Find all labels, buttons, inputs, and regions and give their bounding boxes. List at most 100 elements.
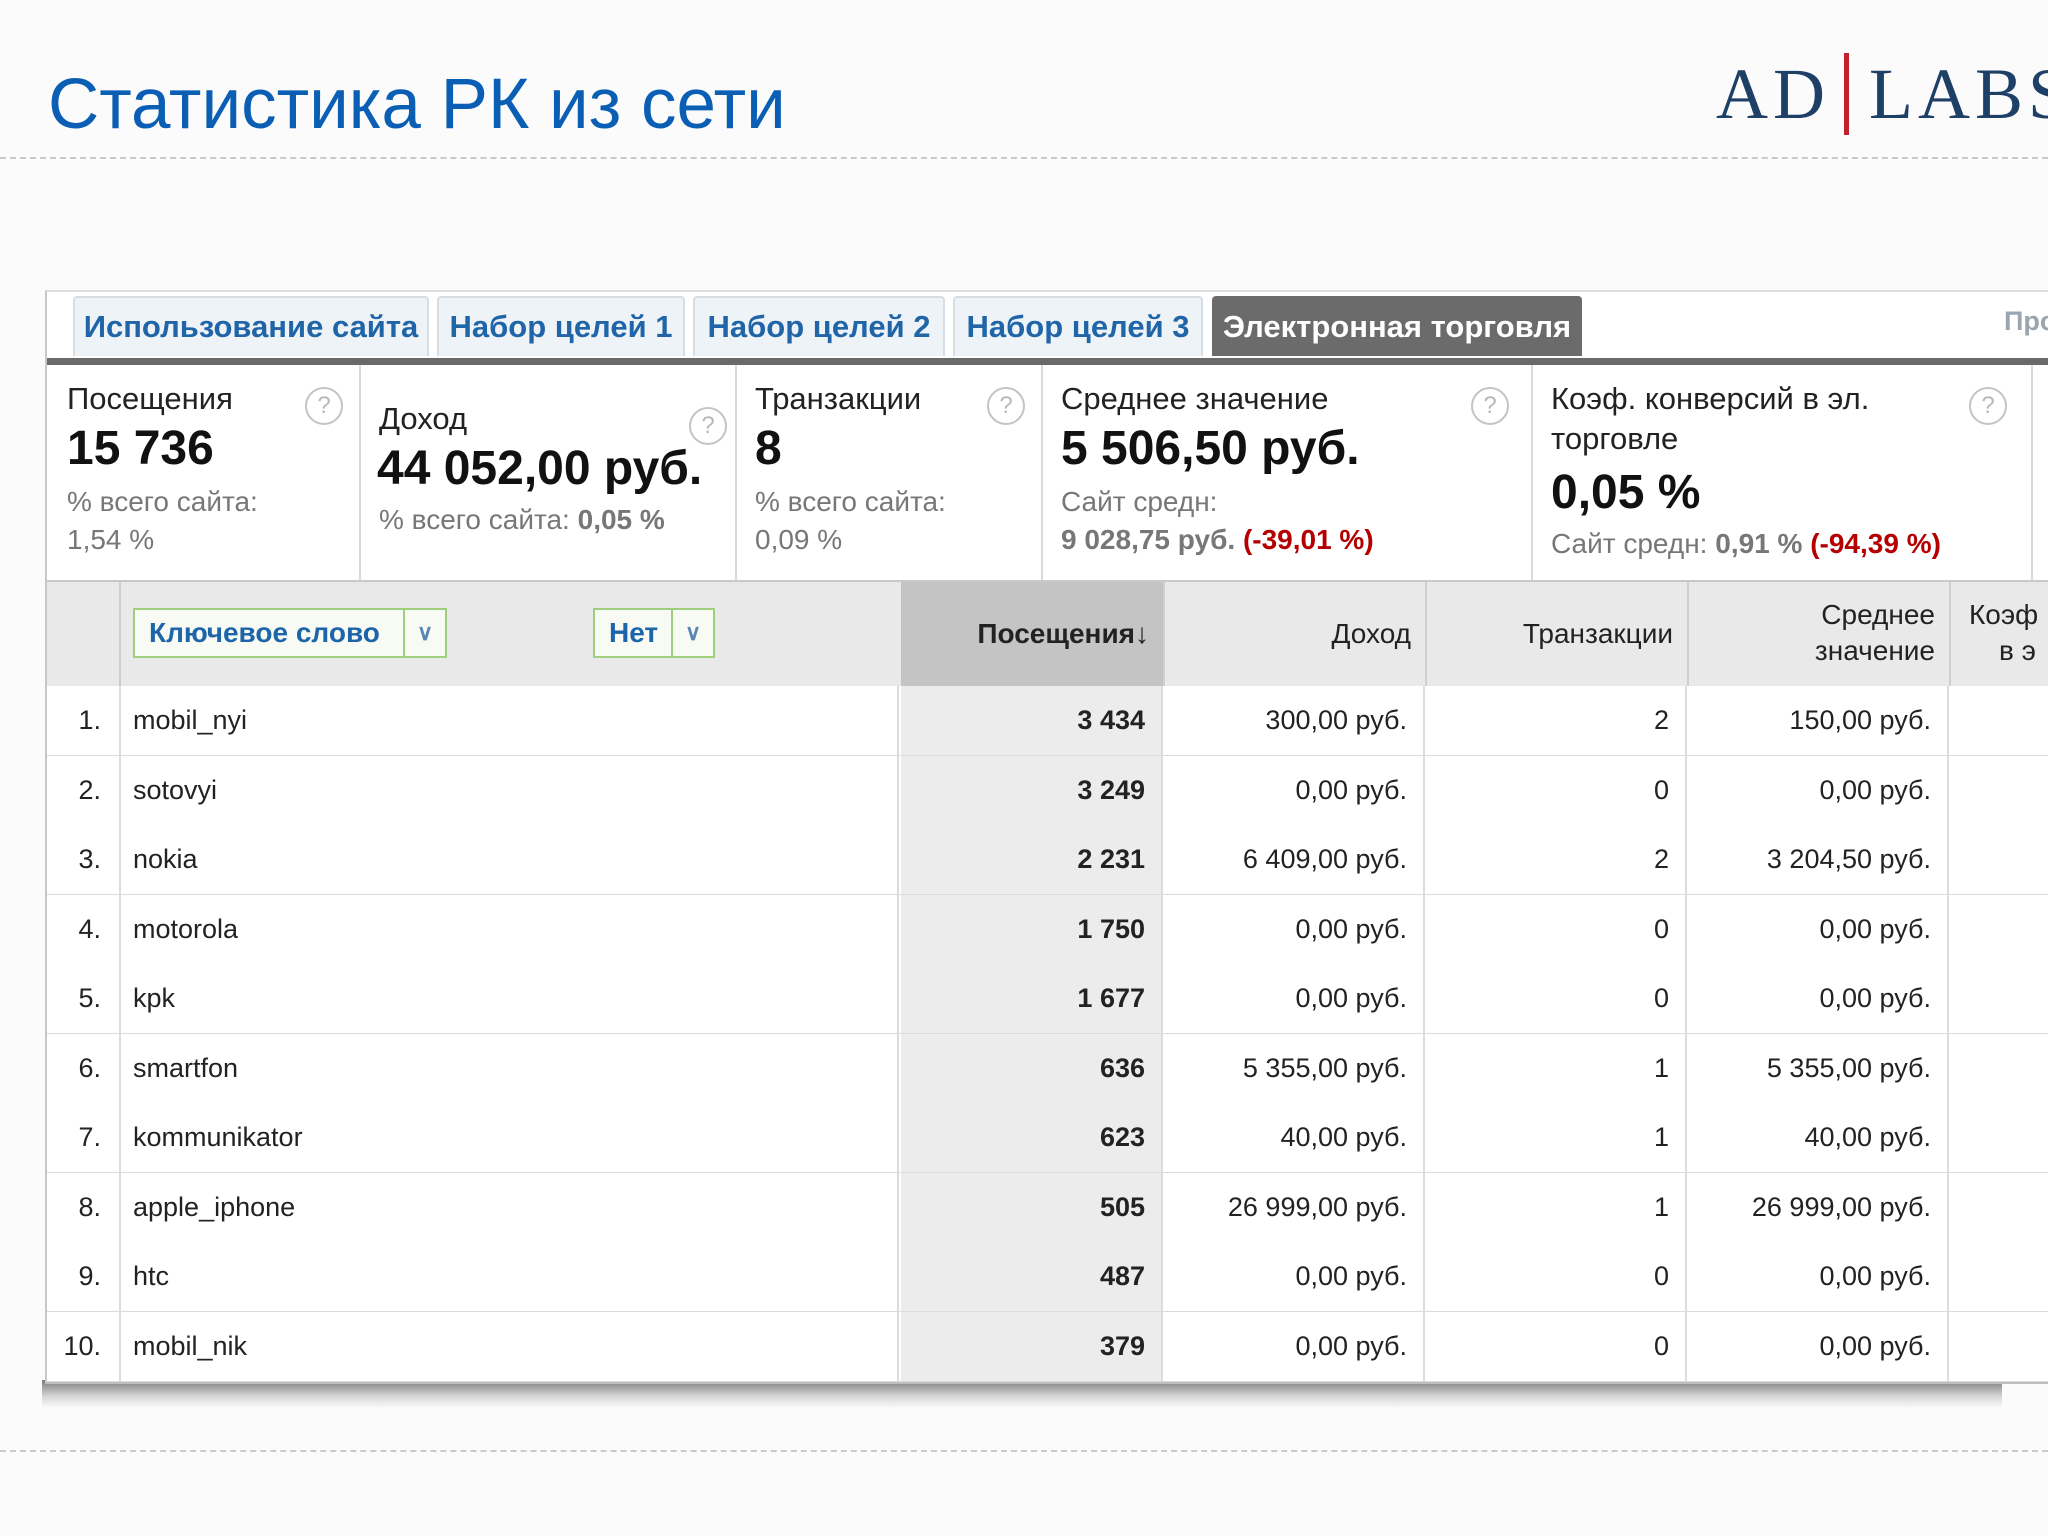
row-index: 5. <box>47 964 121 1033</box>
site-average-value: 9 028,75 руб. <box>1061 524 1236 555</box>
row-visits: 2 231 <box>901 825 1163 894</box>
header-average[interactable]: Среднее значение <box>1687 582 1951 686</box>
row-revenue: 40,00 руб. <box>1163 1103 1425 1172</box>
scorecard-sub-prefix: % всего сайта: <box>379 504 578 535</box>
row-average: 0,00 руб. <box>1687 1242 1949 1311</box>
table-row: 6. smartfon 636 5 355,00 руб. 1 5 355,00 руб. <box>47 1033 2048 1105</box>
scorecard-label: Транзакции <box>755 381 922 416</box>
tab-ecommerce[interactable]: Электронная торговля <box>1212 296 1582 356</box>
delta-negative: (-39,01 %) <box>1242 524 1374 555</box>
row-index: 2. <box>47 755 121 825</box>
scorecards: Посещения 15 736 % всего сайта: 1,54 % ?… <box>47 365 2048 582</box>
header-conversion-line1: Коэф <box>1969 599 2039 630</box>
secondary-dimension-select[interactable]: Нет ∨ <box>593 608 715 658</box>
table-row: 7. kommunikator 623 40,00 руб. 1 40,00 руб. <box>47 1103 2048 1174</box>
scorecard-value: 8 <box>755 422 782 475</box>
dimension-select-label: Ключевое слово <box>149 617 380 648</box>
tab-goal-set-3[interactable]: Набор целей 3 <box>953 296 1203 356</box>
bottom-divider <box>0 1450 2048 1452</box>
adlabs-logo: AD LABS <box>1716 53 2048 135</box>
row-revenue: 26 999,00 руб. <box>1163 1172 1425 1242</box>
header-transactions[interactable]: Транзакции <box>1425 582 1689 686</box>
row-revenue: 300,00 руб. <box>1163 686 1425 755</box>
slide-title: Статистика РК из сети <box>48 65 786 144</box>
dimension-select[interactable]: Ключевое слово ∨ <box>133 608 447 658</box>
scorecard-sub: % всего сайта: 0,05 % <box>379 501 665 539</box>
row-conversion <box>1949 1242 2048 1311</box>
header-visits-label: Посещения↓ <box>977 618 1149 649</box>
report-tabs: Использование сайта Набор целей 1 Набор … <box>47 292 2048 365</box>
logo-text-left: AD <box>1716 53 1830 134</box>
row-keyword[interactable]: kommunikator <box>119 1103 899 1172</box>
row-index: 6. <box>47 1033 121 1103</box>
row-keyword[interactable]: apple_iphone <box>119 1172 899 1242</box>
tab-goal-set-1[interactable]: Набор целей 1 <box>437 296 685 356</box>
row-transactions: 0 <box>1425 755 1687 825</box>
scorecard-transactions: Транзакции 8 % всего сайта: 0,09 % ? <box>735 365 1043 580</box>
help-icon[interactable]: ? <box>305 387 343 425</box>
chevron-down-icon: ∨ <box>671 610 713 656</box>
top-divider <box>0 157 2048 159</box>
row-average: 3 204,50 руб. <box>1687 825 1949 894</box>
header-revenue[interactable]: Доход <box>1163 582 1427 686</box>
header-revenue-label: Доход <box>1331 618 1411 649</box>
row-average: 40,00 руб. <box>1687 1103 1949 1172</box>
help-icon[interactable]: ? <box>1471 387 1509 425</box>
row-conversion <box>1949 1312 2048 1381</box>
help-icon[interactable]: ? <box>689 407 727 445</box>
scorecard-label-line2: торговле <box>1551 421 1679 456</box>
logo-divider <box>1844 53 1849 135</box>
scorecard-sub-value: 9 028,75 руб. (-39,01 %) <box>1061 521 1374 559</box>
help-icon[interactable]: ? <box>987 387 1025 425</box>
row-revenue: 5 355,00 руб. <box>1163 1033 1425 1103</box>
row-average: 0,00 руб. <box>1687 964 1949 1033</box>
row-keyword[interactable]: htc <box>119 1242 899 1311</box>
header-dimension: Ключевое слово ∨ Нет ∨ <box>119 582 903 686</box>
row-revenue: 0,00 руб. <box>1163 1311 1425 1381</box>
tab-more[interactable]: Про <box>2004 306 2048 336</box>
help-icon[interactable]: ? <box>1969 387 2007 425</box>
scorecard-label: Среднее значение <box>1061 381 1329 416</box>
scorecard-sub-value: 0,09 % <box>755 524 843 555</box>
row-revenue: 0,00 руб. <box>1163 894 1425 964</box>
table-row: 3. nokia 2 231 6 409,00 руб. 2 3 204,50 руб. <box>47 825 2048 896</box>
row-keyword[interactable]: nokia <box>119 825 899 894</box>
site-average-value: 0,91 % <box>1715 528 1803 559</box>
header-conversion[interactable]: Коэф в э <box>1949 582 2048 686</box>
delta-negative: (-94,39 %) <box>1810 528 1941 559</box>
row-transactions: 2 <box>1425 686 1687 755</box>
row-revenue: 0,00 руб. <box>1163 755 1425 825</box>
screenshot-shadow <box>42 1380 2002 1408</box>
header-index <box>47 582 121 686</box>
row-transactions: 0 <box>1425 1311 1687 1381</box>
row-keyword[interactable]: motorola <box>119 894 899 964</box>
row-visits: 1 677 <box>901 964 1163 1033</box>
scorecard-sub: Сайт средн: 0,91 % (-94,39 %) <box>1551 525 1941 563</box>
table-row: 4. motorola 1 750 0,00 руб. 0 0,00 руб. <box>47 894 2048 966</box>
row-transactions: 2 <box>1425 825 1687 894</box>
row-visits: 3 249 <box>901 755 1163 825</box>
scorecard-label: Посещения <box>67 381 233 416</box>
row-keyword[interactable]: sotovyi <box>119 755 899 825</box>
scorecard-value: 15 736 <box>67 422 214 475</box>
table-row: 9. htc 487 0,00 руб. 0 0,00 руб. <box>47 1242 2048 1313</box>
header-visits[interactable]: Посещения↓ <box>901 582 1165 686</box>
row-index: 10. <box>47 1311 121 1381</box>
row-conversion <box>1949 964 2048 1033</box>
row-visits: 3 434 <box>901 686 1163 755</box>
row-keyword[interactable]: mobil_nik <box>119 1311 899 1381</box>
tab-goal-set-2[interactable]: Набор целей 2 <box>693 296 945 356</box>
scorecard-sub-value: 1,54 % <box>67 524 155 555</box>
row-keyword[interactable]: mobil_nyi <box>119 686 899 755</box>
row-keyword[interactable]: kpk <box>119 964 899 1033</box>
scorecard-conversion: Коэф. конверсий в эл. торговле 0,05 % Са… <box>1531 365 2033 580</box>
logo-text-right: LABS <box>1869 53 2048 134</box>
tab-site-usage[interactable]: Использование сайта <box>73 296 429 356</box>
secondary-select-label: Нет <box>609 617 659 648</box>
row-average: 26 999,00 руб. <box>1687 1172 1949 1242</box>
chevron-down-icon: ∨ <box>403 610 445 656</box>
row-index: 9. <box>47 1242 121 1311</box>
row-index: 3. <box>47 825 121 894</box>
row-visits: 623 <box>901 1103 1163 1172</box>
row-keyword[interactable]: smartfon <box>119 1033 899 1103</box>
